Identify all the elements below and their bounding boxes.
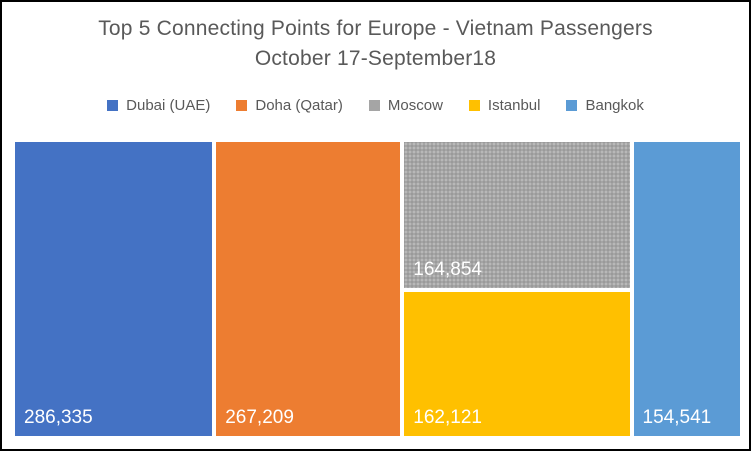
chart-title: Top 5 Connecting Points for Europe - Vie… xyxy=(2,14,749,74)
treemap-column: 164,854 162,121 xyxy=(404,142,630,436)
legend-item-istanbul: Istanbul xyxy=(468,96,541,114)
legend-swatch-icon xyxy=(368,99,380,111)
legend-item-moscow: Moscow xyxy=(368,96,443,114)
legend-label: Dubai (UAE) xyxy=(126,96,211,114)
legend-item-dubai-uae: Dubai (UAE) xyxy=(107,97,210,114)
legend-label: Doha (Qatar) xyxy=(255,96,343,114)
legend-item-bangkok: Bangkok xyxy=(566,96,644,114)
legend-swatch-icon xyxy=(236,99,248,111)
legend-label: Moscow xyxy=(387,96,443,114)
tile-value-label: 164,854 xyxy=(413,259,482,281)
legend-swatch-icon xyxy=(468,99,480,111)
legend-label: Istanbul xyxy=(487,96,541,114)
chart-title-line2: October 17-September18 xyxy=(254,47,497,70)
treemap-tile-istanbul: 162,121 xyxy=(404,292,630,436)
treemap-tile-dubai-uae: 286,335 xyxy=(15,142,213,436)
chart-legend: Dubai (UAE) Doha (Qatar) Moscow Istanbul Ban… xyxy=(2,96,749,114)
tile-value-label: 154,541 xyxy=(642,407,712,428)
tile-value-label: 267,209 xyxy=(225,407,294,428)
chart-title-line1: Top 5 Connecting Points for Europe - Vie… xyxy=(98,17,653,40)
legend-item-doha-qatar: Doha (Qatar) xyxy=(236,97,343,114)
legend-label: Bangkok xyxy=(585,96,644,114)
legend-swatch-icon xyxy=(107,99,119,111)
legend-swatch-icon xyxy=(566,99,578,111)
treemap-plot-area: 286,335 267,209 164,854 162,121 154,541 xyxy=(15,142,740,436)
treemap-tile-bangkok: 154,541 xyxy=(633,142,740,436)
treemap-column: 286,335 xyxy=(15,142,213,436)
tile-value-label: 162,121 xyxy=(413,407,482,428)
treemap-tile-doha-qatar: 267,209 xyxy=(216,142,401,436)
tile-value-label: 286,335 xyxy=(24,407,93,428)
treemap-column: 154,541 xyxy=(633,142,740,436)
treemap-column: 267,209 xyxy=(216,142,401,436)
treemap-tile-moscow: 164,854 xyxy=(404,142,630,289)
